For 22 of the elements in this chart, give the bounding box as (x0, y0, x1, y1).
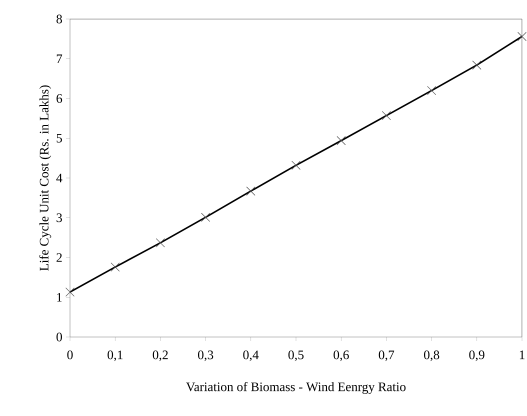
x-tick-label: 0,3 (198, 350, 214, 362)
y-tick-label: 8 (56, 14, 62, 24)
y-tick-label: 3 (56, 213, 62, 222)
x-tick-label: 0,6 (334, 350, 349, 362)
y-tick-label: 0 (56, 332, 62, 342)
y-tick-label: 4 (56, 174, 62, 182)
y-axis-title: Life Cycle Unit Cost (Rs. in Lakhs) (39, 85, 52, 271)
x-tick-label: 0,9 (469, 350, 484, 362)
x-tick-label: 0,2 (152, 350, 168, 362)
x-tick-label: 0,8 (424, 350, 440, 362)
y-tick-label: 5 (56, 134, 62, 143)
x-tick-label: 0 (67, 350, 73, 360)
x-tick-label: 1 (520, 350, 524, 360)
x-axis-title: Variation of Biomass - Wind Eenrgy Ratio (186, 382, 406, 394)
x-tick-label: 0,5 (288, 350, 304, 362)
x-tick-label: 0,4 (243, 350, 259, 362)
x-tick-label: 0,7 (378, 350, 394, 362)
y-tick-label: 1 (57, 292, 62, 302)
y-tick-label: 7 (56, 54, 62, 63)
y-tick-label: 2 (56, 253, 62, 262)
x-tick-label: 0,1 (108, 350, 123, 362)
y-tick-label: 6 (56, 94, 62, 103)
